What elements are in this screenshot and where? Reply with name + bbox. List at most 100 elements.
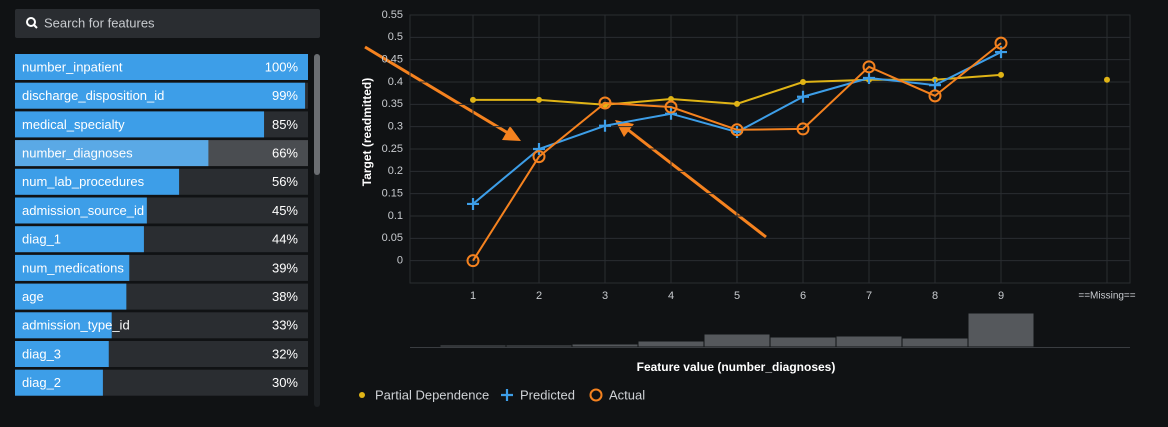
feature-row[interactable]: age 38% [15, 283, 308, 310]
x-tick-label: 3 [602, 290, 608, 302]
feature-name: diag_2 [22, 375, 61, 390]
feature-name: num_medications [22, 260, 124, 275]
feature-row[interactable]: admission_source_id 45% [15, 197, 308, 224]
feature-importance: 32% [272, 346, 298, 361]
feature-bar [15, 369, 103, 396]
point [668, 95, 674, 102]
point [466, 254, 480, 268]
search-icon [26, 17, 36, 27]
histogram-bar [439, 344, 507, 348]
feature-row[interactable]: num_medications 39% [15, 254, 308, 281]
y-axis-label: Target (readmitted) [360, 78, 374, 186]
point [796, 122, 810, 136]
x-tick-label: 1 [470, 290, 476, 302]
y-tick-label: 0.5 [388, 31, 403, 43]
feature-importance: 39% [272, 260, 298, 275]
x-tick-label: 8 [932, 290, 938, 302]
point [998, 71, 1004, 78]
point [536, 96, 542, 103]
feature-bar [15, 140, 209, 167]
x-tick-label: 2 [536, 290, 542, 302]
histogram-bar [703, 333, 771, 348]
search-box[interactable] [15, 9, 320, 38]
point [800, 79, 806, 85]
y-tick-label: 0.15 [382, 188, 403, 200]
feature-importance: 100% [265, 59, 299, 74]
y-tick-label: 0.45 [382, 54, 403, 66]
x-tick-label: 7 [866, 290, 872, 302]
feature-list: number_inpatient 100% discharge_dispositio… [15, 54, 308, 396]
y-tick-label: 0.25 [382, 143, 403, 155]
point [470, 96, 476, 103]
feature-importance: 30% [272, 375, 298, 390]
feature-bar [15, 54, 308, 80]
legend-label: Partial Dependence [375, 387, 489, 402]
feature-importance: 66% [272, 146, 298, 161]
feature-row[interactable]: number_inpatient 100% [15, 54, 308, 80]
point [994, 36, 1008, 50]
scroll-thumb[interactable] [314, 54, 320, 175]
y-tick-label: 0.3 [388, 121, 403, 133]
feature-bar [15, 168, 180, 195]
feature-importance: 38% [272, 289, 298, 304]
point [664, 100, 678, 114]
search-placeholder: Search for features [44, 15, 155, 30]
feature-row[interactable]: diag_2 30% [15, 369, 308, 396]
feature-importance: 99% [272, 88, 298, 103]
feature-bar [15, 82, 306, 109]
feature-row[interactable]: diag_3 32% [15, 341, 308, 367]
feature-name: number_inpatient [22, 59, 123, 74]
y-tick-label: 0 [397, 255, 403, 267]
feature-bar [15, 111, 265, 138]
feature-name: discharge_disposition_id [22, 88, 164, 103]
legend-label: Actual [609, 387, 645, 402]
feature-bar [15, 341, 109, 367]
feature-importance: 56% [272, 174, 298, 189]
point [929, 79, 941, 92]
point [862, 60, 876, 74]
x-tick-label: 6 [800, 290, 806, 302]
feature-row[interactable]: medical_specialty 85% [15, 111, 308, 138]
point [734, 100, 740, 107]
feature-name: age [22, 289, 44, 304]
point [532, 150, 546, 164]
feature-row[interactable]: num_lab_procedures 56% [15, 168, 308, 195]
feature-importance: 85% [272, 117, 298, 132]
point [730, 123, 744, 137]
histogram-bar [835, 335, 903, 348]
feature-name: medical_specialty [22, 117, 125, 132]
feature-name: number_diagnoses [22, 146, 133, 161]
histogram-bar [571, 343, 639, 348]
feature-name: diag_3 [22, 346, 61, 361]
histogram-bar [967, 312, 1035, 348]
y-tick-label: 0.05 [382, 232, 403, 244]
point [928, 89, 942, 103]
feature-row[interactable]: discharge_disposition_id 99% [15, 82, 308, 109]
point [533, 143, 545, 155]
feature-name: diag_1 [22, 232, 61, 247]
feature-name: num_lab_procedures [22, 174, 145, 189]
feature-row[interactable]: number_diagnoses 66% [15, 140, 308, 167]
point [598, 96, 612, 110]
x-tick-label: ==Missing== [1078, 291, 1135, 302]
histogram-bar [901, 337, 969, 348]
feature-importance: 33% [272, 318, 298, 333]
x-tick-label: 4 [668, 290, 674, 302]
feature-row[interactable]: admission_type_id 33% [15, 312, 308, 339]
point [863, 71, 875, 84]
feature-bar [15, 197, 147, 224]
search-icon [33, 24, 38, 29]
point [797, 90, 809, 103]
point [589, 388, 603, 402]
x-tick-label: 9 [998, 290, 1004, 302]
feature-bar [15, 254, 130, 281]
point [599, 119, 611, 132]
x-axis-label: Feature value (number_diagnoses) [637, 360, 836, 374]
feature-row[interactable]: diag_1 44% [15, 226, 308, 253]
series-line [472, 42, 1002, 262]
point [501, 389, 513, 401]
legend-label: Predicted [520, 387, 575, 402]
x-tick-label: 5 [734, 290, 740, 302]
